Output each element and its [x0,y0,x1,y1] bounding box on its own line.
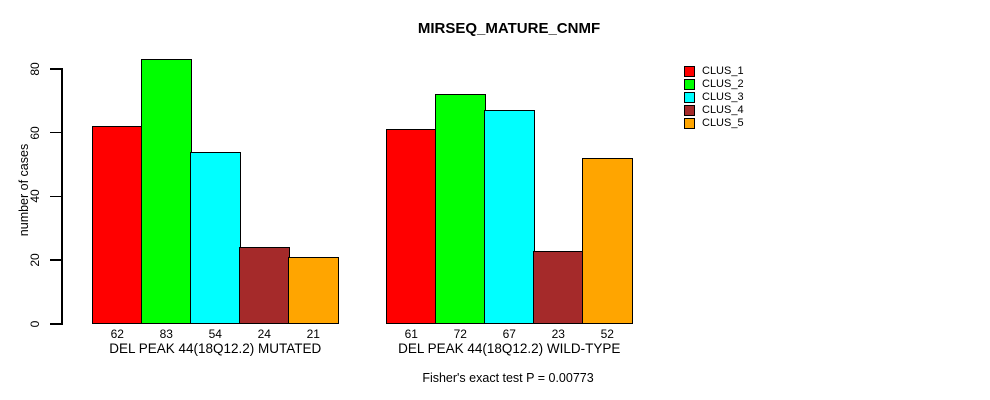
bar-clus_4-group1 [239,247,290,324]
group-label: DEL PEAK 44(18Q12.2) MUTATED [109,341,322,356]
legend-label: CLUS_4 [702,104,744,117]
legend-label: CLUS_3 [702,90,744,103]
y-axis-tick [50,259,61,261]
bar-value-label: 54 [208,327,222,341]
bar-value-label: 72 [453,327,467,341]
legend-item-clus_5: CLUS_5 [684,117,744,130]
legend-item-clus_4: CLUS_4 [684,104,744,117]
y-axis-tick [50,195,61,198]
legend-swatch [684,78,695,90]
legend-swatch [684,105,695,117]
group-label: DEL PEAK 44(18Q12.2) WILD-TYPE [398,341,621,356]
bar-clus_5-group1 [288,257,339,324]
y-axis-tick [50,323,61,325]
bar-value-label: 67 [502,327,516,341]
bar-clus_5-group2 [582,158,633,324]
bar-clus_3-group1 [190,151,241,324]
chart-title: MIRSEQ_MATURE_CNMF [417,20,601,37]
bar-clus_2-group1 [141,59,192,324]
legend-swatch [684,91,695,103]
bar-value-label: 21 [306,327,320,341]
y-axis-tick [50,68,61,70]
y-axis-line [61,68,63,325]
legend-item-clus_1: CLUS_1 [684,64,744,77]
legend-label: CLUS_1 [702,64,744,77]
bar-value-label: 61 [404,327,418,341]
legend-item-clus_3: CLUS_3 [684,90,744,103]
bar-value-label: 52 [600,327,614,341]
fisher-test-annotation: Fisher's exact test P = 0.00773 [422,371,594,385]
legend-swatch [684,118,695,130]
bar-value-label: 23 [551,327,565,341]
bar-value-label: 62 [110,327,124,341]
legend-swatch [684,65,695,77]
bar-clus_4-group2 [533,250,584,324]
legend-label: CLUS_5 [702,117,744,130]
bar-clus_3-group2 [484,110,535,324]
y-axis-tick [50,131,61,134]
bar-value-label: 83 [159,327,173,341]
bar-value-label: 24 [257,327,271,341]
bar-clus_1-group1 [92,126,143,324]
legend-label: CLUS_2 [702,77,744,90]
legend-item-clus_2: CLUS_2 [684,77,744,90]
